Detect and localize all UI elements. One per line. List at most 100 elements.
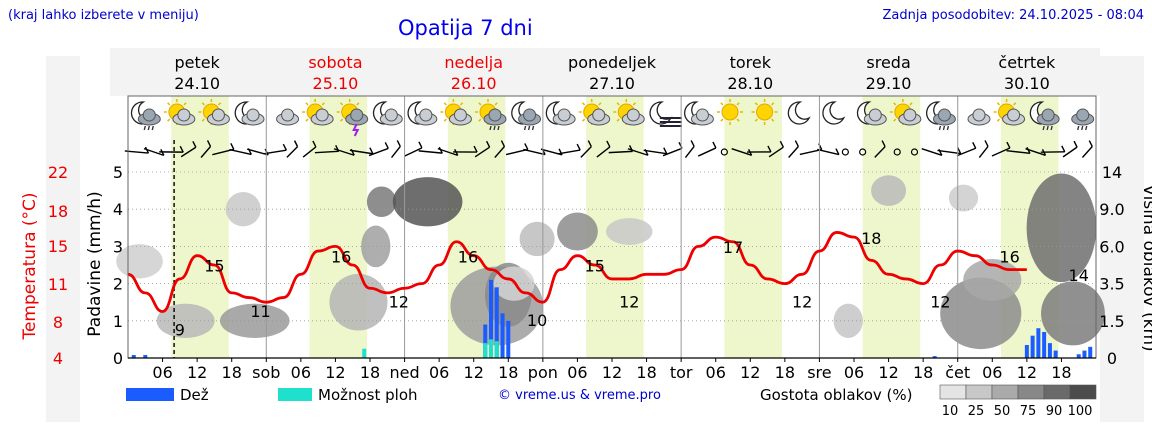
moon-cloud-rain-icon: [926, 101, 956, 131]
wind-barb: [1025, 148, 1046, 156]
wind-barb-tick: [779, 140, 784, 148]
x-tick-label: 06: [844, 363, 864, 382]
wind-barb-tick: [384, 142, 389, 149]
x-tick-label: 18: [636, 363, 656, 382]
x-tick-label: pon: [528, 363, 558, 382]
day-date: 26.10: [451, 74, 497, 93]
rain-bar: [1036, 328, 1041, 358]
wind-barb: [937, 149, 961, 155]
temperature-label: 10: [527, 311, 547, 330]
wind-barb: [286, 146, 299, 158]
legend-rain-label: Dež: [180, 386, 209, 404]
wind-barb: [302, 146, 317, 158]
wind-barb-tick: [984, 140, 989, 147]
x-tick-label: ned: [390, 363, 420, 382]
temperature-label: 14: [1069, 266, 1089, 285]
rain-bar: [1082, 350, 1087, 358]
cloud-density-area: [557, 212, 598, 251]
shower-bar: [483, 343, 488, 358]
cloud-rain-icon: [1071, 108, 1095, 131]
temp-tick-label: 18: [48, 202, 68, 221]
cloud-density-area: [156, 303, 215, 338]
sun-cloud-icon: [578, 99, 611, 126]
wind-barb-tick: [881, 140, 886, 147]
cloud-density-area: [225, 192, 261, 227]
temperature-label: 17: [723, 238, 743, 257]
wind-calm: [841, 148, 849, 156]
wind-calm: [720, 148, 728, 156]
sun-cloud-icon: [163, 99, 196, 126]
precip-tick-label: 0: [113, 349, 123, 368]
rain-bar: [1088, 346, 1093, 358]
wind-calm: [910, 148, 919, 156]
cloud-density-area: [948, 184, 979, 212]
temp-axis-title: Temperatura (°C): [20, 192, 40, 340]
shower-bar: [494, 341, 499, 358]
x-tick-label: 12: [602, 363, 622, 382]
cloud-density-area: [1041, 281, 1105, 346]
wind-barb: [921, 148, 943, 156]
precip-tick-label: 4: [113, 200, 123, 219]
x-tick-label: 06: [567, 363, 587, 382]
cloud-icon: [276, 108, 300, 126]
wind-barb: [523, 148, 546, 156]
copyright-link[interactable]: © vreme.us & vreme.pro: [498, 388, 661, 403]
wind-barb: [697, 147, 717, 157]
temp-tick-label: 8: [53, 313, 63, 332]
rain-bar: [483, 324, 488, 358]
day-name: ponedeljek: [568, 53, 657, 72]
legend-shower-label: Možnost ploh: [318, 386, 418, 404]
sun-cloud-icon: [302, 99, 334, 126]
x-tick-label: 12: [187, 363, 207, 382]
wind-barb: [494, 146, 505, 158]
wind-barb-tick: [587, 140, 592, 147]
day-date: 28.10: [727, 74, 773, 93]
wind-barb-tick: [1061, 145, 1066, 153]
x-tick-label: 06: [706, 363, 726, 382]
wind-barb-tick: [524, 143, 529, 150]
cloud-density-area: [219, 303, 290, 338]
rain-bar: [143, 355, 148, 358]
precip-tick-label: 2: [113, 275, 123, 294]
day-name: sreda: [866, 53, 910, 72]
moon-cloud-rain-icon: [130, 101, 161, 131]
x-tick-label: 18: [360, 363, 380, 382]
cloud-height-tick-label: 9.0: [1099, 200, 1124, 219]
x-tick-label: 18: [1051, 363, 1071, 382]
day-date: 27.10: [589, 74, 635, 93]
cloud-height-tick-label: 14: [1102, 163, 1122, 182]
cloud-density-area: [392, 177, 463, 227]
temperature-label: 15: [204, 257, 224, 276]
wind-barb: [1062, 146, 1078, 158]
moon-cloud-icon: [856, 101, 887, 126]
cloud-axis-title: Višina oblakov (km): [1139, 184, 1152, 351]
wind-barb: [662, 147, 683, 157]
daylight-band: [862, 96, 921, 358]
last-update: Zadnja posodobitev: 24.10.2025 - 08:04: [882, 8, 1144, 23]
wind-barb-tick: [972, 141, 977, 149]
temperature-label: 16: [331, 247, 351, 266]
cloud-density-level: 75: [1020, 404, 1037, 419]
precip-tick-label: 1: [113, 312, 123, 331]
day-name: nedelja: [444, 53, 503, 72]
wind-barb: [391, 145, 401, 159]
wind-barb-tick: [485, 140, 491, 148]
cloud-height-tick-label: 1.5: [1099, 312, 1124, 331]
temp-tick-label: 22: [48, 163, 68, 182]
wind-barb-tick: [369, 147, 374, 155]
location-hint[interactable]: (kraj lahko izberete v meniju): [8, 8, 199, 23]
wind-barb-tick: [192, 140, 197, 148]
x-tick-label: tor: [670, 363, 693, 382]
wind-barb-tick: [418, 141, 423, 149]
sun-cloud-icon: [198, 99, 230, 126]
wind-barb: [368, 147, 389, 157]
x-tick-label: 12: [464, 363, 484, 382]
cloud-density-level: 100: [1068, 404, 1093, 419]
cloud-height-tick-label: 0: [1107, 349, 1117, 368]
right-axis-panel: [1100, 56, 1144, 422]
cloud-density-level: 10: [942, 404, 959, 419]
rain-bar: [1024, 344, 1029, 358]
moon-cloud-icon: [407, 101, 438, 126]
sun-cloud-icon: [889, 99, 922, 126]
